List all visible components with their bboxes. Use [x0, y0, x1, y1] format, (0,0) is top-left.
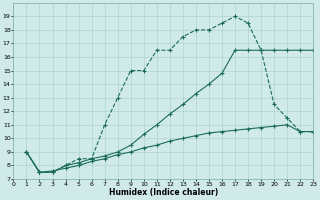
X-axis label: Humidex (Indice chaleur): Humidex (Indice chaleur) [109, 188, 218, 197]
